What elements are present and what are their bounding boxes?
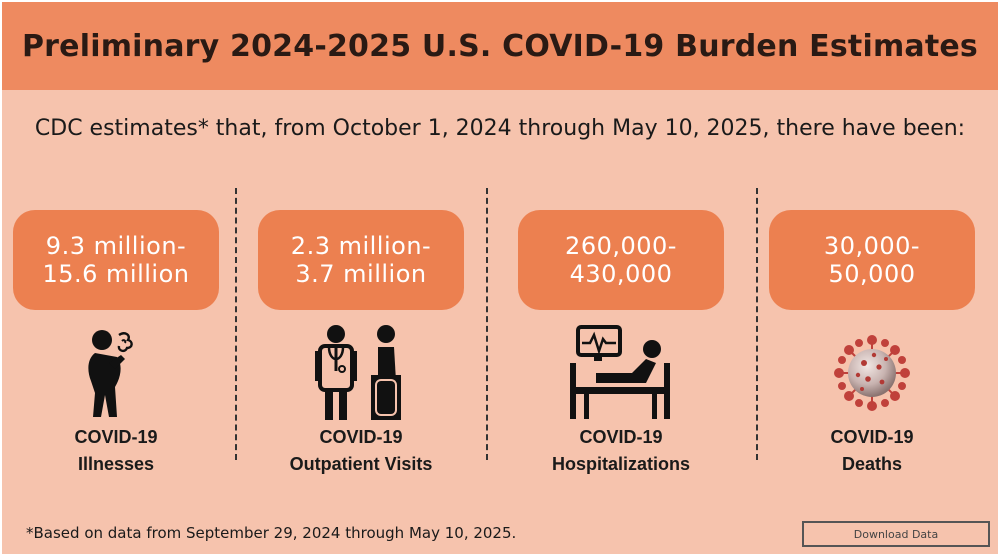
- deaths-column: 30,000- 50,000: [769, 210, 975, 474]
- outpatient-estimate-low: 2.3 million-: [290, 232, 432, 260]
- hospitalizations-column: 260,000- 430,000 COVID-19 Hospitalizatio…: [518, 210, 724, 474]
- subtitle: CDC estimates* that, from October 1, 202…: [34, 116, 966, 141]
- label-line: COVID-19: [74, 427, 158, 447]
- hospitalizations-estimate-high: 430,000: [569, 260, 673, 288]
- illnesses-estimate-badge: 9.3 million- 15.6 million: [13, 210, 219, 310]
- hospitalizations-label: COVID-19 Hospitalizations: [498, 424, 744, 478]
- outpatient-estimate-badge: 2.3 million- 3.7 million: [258, 210, 464, 310]
- divider: [486, 188, 488, 460]
- download-data-button[interactable]: Download Data: [802, 521, 990, 547]
- page-title: Preliminary 2024-2025 U.S. COVID-19 Burd…: [22, 28, 978, 64]
- virus-icon: [769, 318, 975, 428]
- outpatient-column: 2.3 million- 3.7 million COV: [258, 210, 464, 474]
- header-banner: Preliminary 2024-2025 U.S. COVID-19 Burd…: [2, 2, 998, 90]
- divider: [235, 188, 237, 460]
- label-line: Illnesses: [77, 454, 155, 474]
- doctor-patient-icon: [258, 318, 464, 428]
- illnesses-estimate-high: 15.6 million: [42, 260, 190, 288]
- illnesses-column: 9.3 million- 15.6 million COVID-19 Illne…: [13, 210, 219, 474]
- label-line: Hospitalizations: [551, 454, 690, 474]
- deaths-estimate-low: 30,000-: [823, 232, 921, 260]
- label-line: COVID-19: [830, 427, 914, 447]
- deaths-estimate-high: 50,000: [828, 260, 916, 288]
- label-line: COVID-19: [579, 427, 663, 447]
- coughing-person-icon: [13, 318, 219, 428]
- label-line: Deaths: [841, 454, 903, 474]
- illnesses-label: COVID-19 Illnesses: [2, 424, 239, 478]
- deaths-estimate-badge: 30,000- 50,000: [769, 210, 975, 310]
- outpatient-label: COVID-19 Outpatient Visits: [238, 424, 484, 478]
- illnesses-estimate-low: 9.3 million-: [45, 232, 187, 260]
- outpatient-estimate-high: 3.7 million: [295, 260, 427, 288]
- deaths-label: COVID-19 Deaths: [749, 424, 995, 478]
- hospital-bed-icon: [518, 318, 724, 428]
- label-line: COVID-19: [319, 427, 403, 447]
- hospitalizations-estimate-low: 260,000-: [565, 232, 677, 260]
- divider: [756, 188, 758, 460]
- footnote: *Based on data from September 29, 2024 t…: [26, 524, 517, 542]
- hospitalizations-estimate-badge: 260,000- 430,000: [518, 210, 724, 310]
- label-line: Outpatient Visits: [289, 454, 433, 474]
